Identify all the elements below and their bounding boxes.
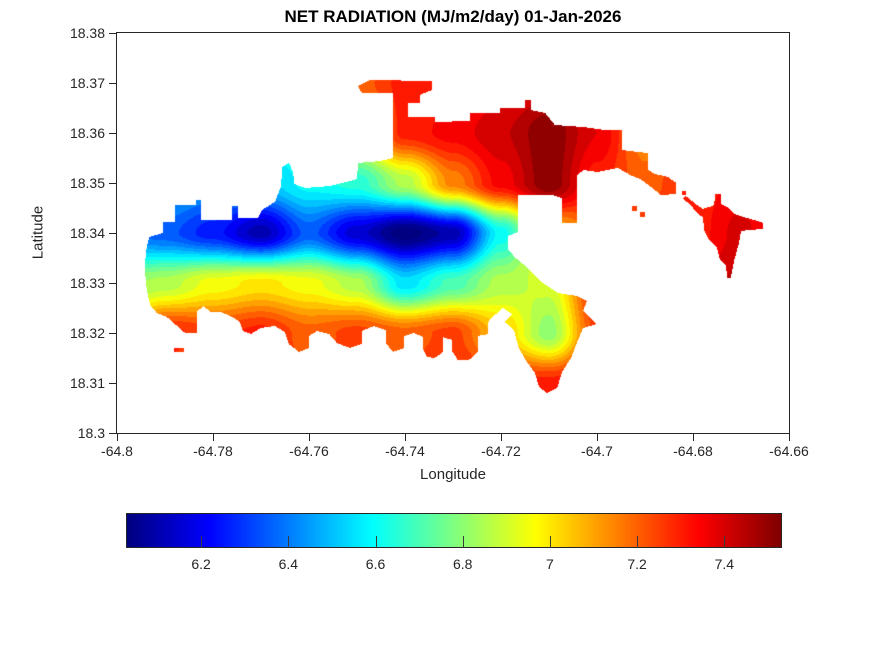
- x-axis-label: Longitude: [420, 466, 486, 483]
- colorbar-tick-label: 6.4: [278, 556, 299, 572]
- colorbar-gradient-canvas: [127, 514, 781, 547]
- colorbar-tick-label: 6.8: [452, 556, 473, 572]
- x-axis-tick-label: -64.78: [193, 443, 233, 459]
- x-axis-tick-label: -64.68: [673, 443, 713, 459]
- y-axis-tick-label: 18.37: [69, 75, 105, 91]
- x-axis-tick: [404, 434, 406, 441]
- y-axis-tick-label: 18.35: [69, 175, 105, 191]
- x-axis-tick: [788, 434, 790, 441]
- colorbar-tick-label: 6.2: [191, 556, 211, 572]
- colorbar-tick-label: 7.2: [627, 556, 647, 572]
- x-axis-tick: [212, 434, 214, 441]
- y-axis-tick: [109, 132, 116, 134]
- colorbar-tick: [462, 536, 464, 548]
- chart-title: NET RADIATION (MJ/m2/day) 01-Jan-2026: [284, 7, 622, 26]
- colorbar-tick: [549, 536, 551, 548]
- y-axis-tick-label: 18.32: [69, 325, 105, 341]
- x-axis-tick: [692, 434, 694, 441]
- colorbar-tick-label: 7: [546, 556, 554, 572]
- colorbar-tick: [201, 536, 203, 548]
- colorbar-tick: [375, 536, 377, 548]
- colorbar-tick-label: 6.6: [365, 556, 386, 572]
- y-axis-tick: [109, 182, 116, 184]
- y-axis-tick: [109, 32, 116, 34]
- colorbar-tick: [724, 536, 726, 548]
- x-axis-tick-label: -64.7: [581, 443, 613, 459]
- x-axis-tick: [116, 434, 118, 441]
- colorbar: [126, 513, 782, 548]
- plot-area: [116, 32, 790, 434]
- colorbar-tick: [288, 536, 290, 548]
- y-axis-tick: [109, 432, 116, 434]
- x-axis-tick-label: -64.74: [385, 443, 425, 459]
- y-axis-tick-label: 18.33: [69, 275, 105, 291]
- y-axis-tick-label: 18.36: [69, 125, 105, 141]
- y-axis-tick: [109, 282, 116, 284]
- y-axis-tick: [109, 382, 116, 384]
- x-axis-tick-label: -64.8: [101, 443, 133, 459]
- x-axis-tick: [500, 434, 502, 441]
- y-axis-tick-label: 18.31: [69, 375, 105, 391]
- contour-map-canvas: [117, 33, 789, 433]
- x-axis-tick-label: -64.72: [481, 443, 521, 459]
- y-axis-label: Latitude: [29, 205, 47, 260]
- y-axis-tick-label: 18.38: [69, 25, 105, 41]
- x-axis-tick: [596, 434, 598, 441]
- colorbar-tick: [637, 536, 639, 548]
- y-axis-tick-label: 18.34: [69, 225, 105, 241]
- x-axis-tick-label: -64.76: [289, 443, 329, 459]
- x-axis-tick-label: -64.66: [769, 443, 809, 459]
- y-axis-tick: [109, 232, 116, 234]
- x-axis-tick: [308, 434, 310, 441]
- y-axis-tick: [109, 332, 116, 334]
- y-axis-tick-label: 18.3: [77, 425, 105, 441]
- colorbar-tick-label: 7.4: [714, 556, 735, 572]
- y-axis-tick: [109, 82, 116, 84]
